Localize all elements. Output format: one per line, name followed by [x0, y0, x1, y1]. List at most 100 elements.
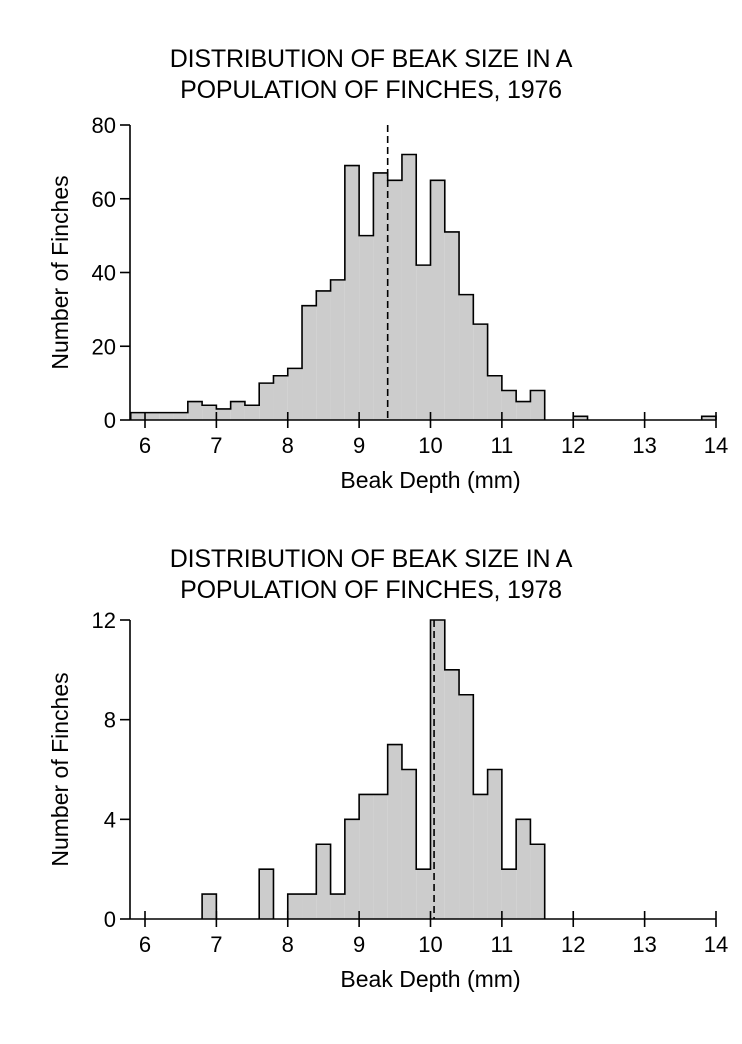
bar [430, 620, 445, 919]
x-tick-label: 7 [210, 433, 222, 458]
bar [459, 694, 474, 919]
x-tick-label: 13 [632, 932, 656, 957]
bar [373, 794, 388, 919]
bar [302, 305, 317, 420]
y-tick-label: 0 [104, 408, 116, 433]
bar [516, 819, 531, 919]
histogram-1978: 0 4 8 12 6 7 8 9 10 11 12 13 14 Beak Depth (mm) Numb… [47, 608, 729, 992]
histogram-outline [258, 868, 275, 919]
bar [416, 265, 431, 420]
chart-panel-1976: DISTRIBUTION OF BEAK SIZE IN A POPULATIO… [0, 0, 742, 520]
chart-title-line-2: POPULATION OF FINCHES, 1978 [180, 576, 562, 604]
bar [202, 405, 217, 420]
bar [387, 744, 402, 919]
x-tick-label: 9 [353, 433, 365, 458]
bar [473, 794, 488, 919]
bar [416, 869, 431, 919]
axes-group: 0 4 8 12 6 7 8 9 10 11 12 13 14 [92, 608, 729, 957]
histogram-outline [129, 153, 546, 420]
x-tick-label: 10 [418, 433, 442, 458]
bar [573, 416, 588, 420]
y-tick-label: 60 [92, 187, 116, 212]
bar [202, 894, 217, 919]
bar [173, 412, 188, 420]
x-tick-label: 14 [704, 932, 728, 957]
x-tick-label: 13 [632, 433, 656, 458]
bar [145, 412, 160, 420]
x-axis-label: Beak Depth (mm) [340, 467, 520, 493]
bar [330, 279, 345, 420]
chart-title-line-1: DISTRIBUTION OF BEAK SIZE IN A [169, 45, 573, 73]
bar [302, 894, 317, 919]
x-tick-label: 9 [353, 932, 365, 957]
bar [130, 412, 145, 420]
chart-title-line-1: DISTRIBUTION OF BEAK SIZE IN A [169, 545, 573, 573]
bar [487, 375, 502, 420]
bar [516, 401, 531, 420]
y-tick-label: 12 [92, 608, 116, 633]
bar [287, 894, 303, 919]
bar [401, 154, 417, 420]
x-tick-label: 8 [282, 433, 294, 458]
histogram-outline-group [201, 619, 546, 919]
bar [459, 294, 474, 420]
bars-group [202, 620, 545, 919]
histogram-outline [286, 619, 546, 919]
y-tick-label: 20 [92, 334, 116, 359]
bar [316, 844, 331, 919]
x-tick-label: 12 [561, 932, 585, 957]
bar [259, 869, 274, 919]
x-tick-label: 8 [282, 932, 294, 957]
x-tick-label: 10 [418, 932, 442, 957]
y-tick-label: 40 [92, 261, 116, 286]
bar [230, 401, 245, 420]
bar [287, 368, 303, 420]
bar [159, 412, 174, 420]
bar [444, 231, 460, 420]
y-tick-label: 0 [104, 907, 116, 932]
x-tick-label: 11 [490, 433, 513, 458]
x-tick-label: 12 [561, 433, 585, 458]
bar [187, 401, 203, 420]
bar [444, 669, 460, 919]
bar [344, 165, 360, 420]
histogram-outline [201, 893, 218, 919]
y-tick-label: 4 [104, 807, 116, 832]
y-tick-label: 80 [92, 113, 116, 138]
y-tick-label: 8 [104, 708, 116, 733]
bar [487, 769, 502, 919]
bar [344, 819, 360, 919]
bar [259, 383, 274, 420]
x-tick-label: 6 [139, 433, 151, 458]
bar [273, 375, 288, 420]
chart-title: DISTRIBUTION OF BEAK SIZE IN A POPULATIO… [0, 44, 742, 106]
bar [387, 180, 402, 420]
bar [359, 794, 374, 919]
x-tick-label: 6 [139, 932, 151, 957]
x-tick-label: 11 [490, 932, 513, 957]
chart-title-line-2: POPULATION OF FINCHES, 1976 [180, 76, 562, 104]
y-axis-label: Number of Finches [47, 672, 73, 866]
bar [501, 869, 517, 919]
axes-group: 0 20 40 60 80 6 7 8 9 10 11 12 13 14 [92, 113, 729, 458]
bar [530, 390, 545, 420]
chart-title: DISTRIBUTION OF BEAK SIZE IN A POPULATIO… [0, 544, 742, 606]
x-tick-label: 7 [210, 932, 222, 957]
bar [373, 172, 388, 420]
y-axis-label: Number of Finches [47, 175, 73, 369]
bar [430, 180, 445, 420]
x-axis-label: Beak Depth (mm) [340, 966, 520, 992]
x-tick-label: 14 [704, 433, 728, 458]
bars-group [130, 154, 716, 420]
bar [701, 416, 716, 420]
bar [216, 408, 231, 420]
bar [501, 390, 517, 420]
bar [359, 235, 374, 420]
chart-panel-1978: DISTRIBUTION OF BEAK SIZE IN A POPULATIO… [0, 520, 742, 1044]
bar [316, 290, 331, 420]
bar [401, 769, 417, 919]
histogram-outline-group [129, 125, 717, 420]
bar [530, 844, 545, 919]
bar [473, 324, 488, 420]
